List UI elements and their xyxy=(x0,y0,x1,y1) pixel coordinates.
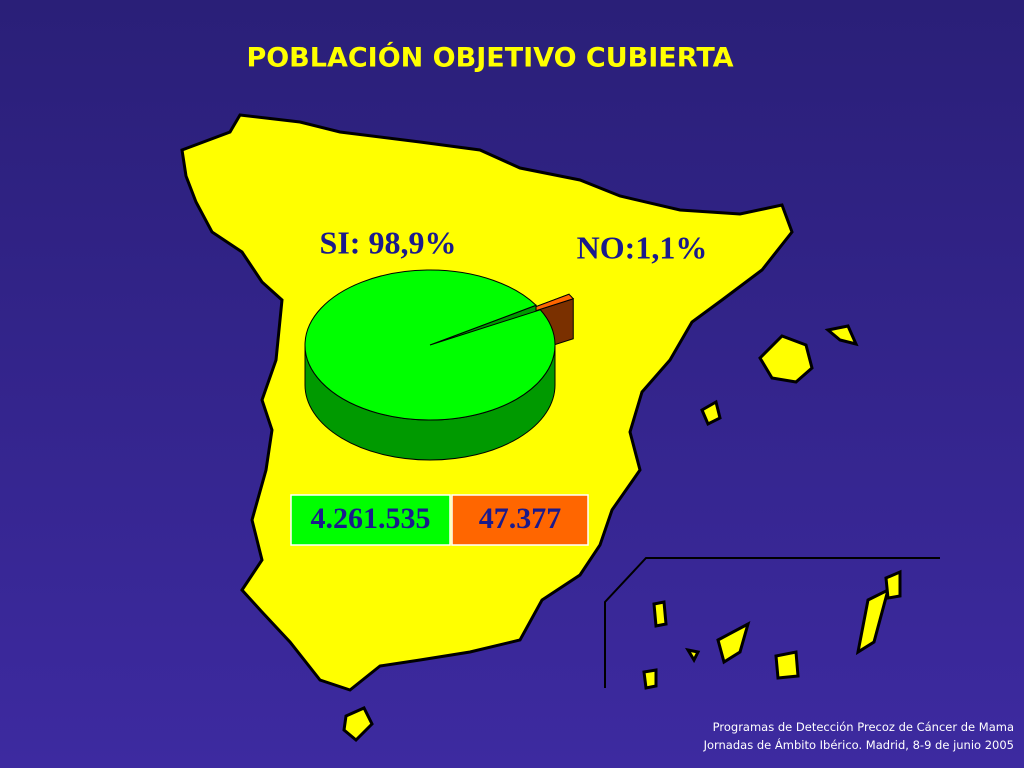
pie xyxy=(304,269,575,461)
mallorca xyxy=(758,334,814,384)
island xyxy=(684,647,701,664)
island xyxy=(642,668,658,690)
canary-frame xyxy=(604,557,940,688)
count-box xyxy=(451,494,589,546)
footer: Programas de Detección Precoz de Cáncer … xyxy=(713,720,1014,734)
value-label: NO:1,1% xyxy=(577,229,708,265)
island xyxy=(652,600,668,628)
island xyxy=(716,621,751,665)
count-label: 4.261.535 xyxy=(311,502,431,535)
island xyxy=(774,650,800,680)
title: POBLACIÓN OBJETIVO CUBIERTA xyxy=(246,42,733,74)
count-box xyxy=(290,494,451,546)
menorca xyxy=(824,324,859,347)
ceuta xyxy=(342,706,374,743)
value-label: SI: 98,9% xyxy=(320,224,457,260)
island xyxy=(884,569,902,600)
island xyxy=(855,587,891,656)
slice xyxy=(304,269,556,421)
count-boxes: 4.261.535 47.377 xyxy=(290,494,589,546)
count-label: 47.377 xyxy=(479,502,562,535)
footer: Jornadas de Ámbito Ibérico. Madrid, 8-9 … xyxy=(703,737,1014,752)
ibiza xyxy=(700,399,722,427)
